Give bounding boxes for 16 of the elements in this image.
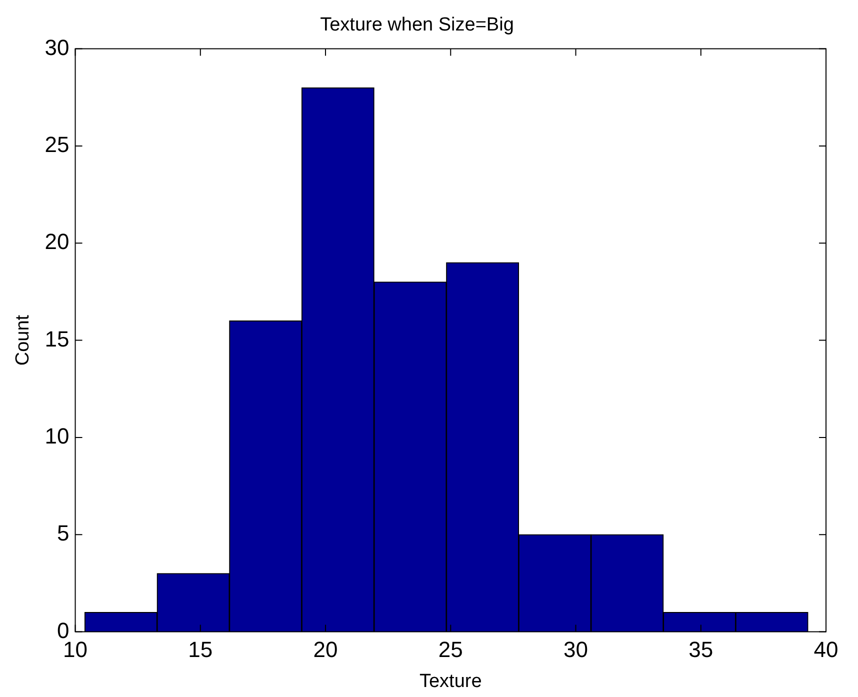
x-tick-label: 25 — [438, 637, 463, 662]
y-tick-label: 30 — [44, 34, 70, 60]
x-tick-label: 35 — [688, 637, 714, 662]
y-tick-label: 10 — [44, 424, 70, 449]
y-tick-label: 0 — [57, 618, 70, 643]
y-tick-label: 20 — [44, 229, 70, 254]
y-axis-title: Count — [12, 314, 34, 366]
x-tick-label: 20 — [313, 637, 338, 662]
y-tick-label: 15 — [44, 326, 70, 352]
x-axis-title: Texture — [419, 670, 482, 692]
x-tick-label: 40 — [814, 637, 838, 662]
chart-title: Texture when Size=Big — [320, 14, 514, 36]
y-tick-label: 25 — [44, 132, 70, 158]
x-tick-label: 15 — [188, 637, 213, 662]
x-tick-label: 30 — [564, 637, 588, 662]
y-tick-label: 5 — [57, 520, 70, 546]
